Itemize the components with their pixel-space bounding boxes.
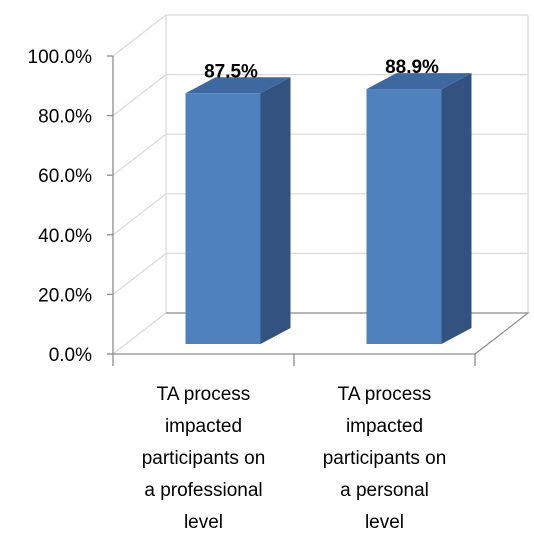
side-wall-gridline [112,14,167,57]
data-label: 88.9% [385,57,439,78]
y-axis-tick-labels: 0.0% 20.0% 40.0% 60.0% 80.0% 100.0% [28,47,93,366]
axes [107,55,476,366]
bar-top-face [185,77,291,94]
bar [366,73,472,344]
bar-front-face [366,89,442,344]
data-labels: 87.5% 88.9% [204,57,439,82]
bar-side-face [441,73,472,344]
side-wall-gridline [112,312,167,355]
data-label: 87.5% [204,61,258,82]
y-tick-label: 80.0% [38,107,92,128]
x-category-label: TA process impacted participants on a profe… [142,384,266,533]
y-tick-label: 100.0% [28,47,93,68]
bar-front-face [185,93,261,344]
side-wall-gridline [112,74,167,117]
x-category-label: TA process impacted participants on a perso… [323,384,447,533]
bar [185,77,291,344]
bar-top-face [366,73,472,90]
gridlines [112,14,528,355]
side-wall-gridline [112,133,167,176]
side-wall-gridline [112,193,167,236]
x-axis-category-labels: TA process impacted participants on a profe… [142,384,447,533]
bars [185,73,472,344]
side-wall-gridline [112,252,167,295]
y-tick-label: 40.0% [38,226,92,247]
bar-side-face [260,77,291,344]
y-tick-label: 20.0% [38,285,92,306]
y-tick-label: 0.0% [49,345,92,366]
y-tick-label: 60.0% [38,166,92,187]
